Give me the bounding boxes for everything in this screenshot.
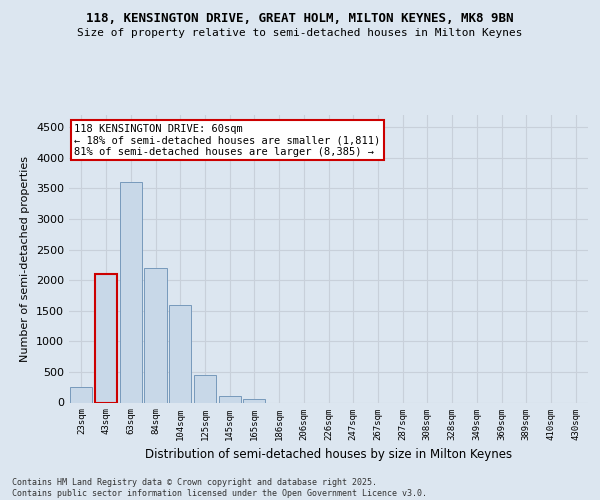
- Bar: [145, 268, 167, 402]
- Bar: [194, 375, 216, 402]
- Bar: [243, 399, 265, 402]
- Y-axis label: Number of semi-detached properties: Number of semi-detached properties: [20, 156, 31, 362]
- Bar: [119, 182, 142, 402]
- Bar: [70, 387, 92, 402]
- Bar: [95, 274, 117, 402]
- Text: Contains HM Land Registry data © Crown copyright and database right 2025.
Contai: Contains HM Land Registry data © Crown c…: [12, 478, 427, 498]
- Text: Size of property relative to semi-detached houses in Milton Keynes: Size of property relative to semi-detach…: [77, 28, 523, 38]
- Bar: [218, 396, 241, 402]
- X-axis label: Distribution of semi-detached houses by size in Milton Keynes: Distribution of semi-detached houses by …: [145, 448, 512, 461]
- Text: 118 KENSINGTON DRIVE: 60sqm
← 18% of semi-detached houses are smaller (1,811)
81: 118 KENSINGTON DRIVE: 60sqm ← 18% of sem…: [74, 124, 380, 157]
- Bar: [169, 304, 191, 402]
- Text: 118, KENSINGTON DRIVE, GREAT HOLM, MILTON KEYNES, MK8 9BN: 118, KENSINGTON DRIVE, GREAT HOLM, MILTO…: [86, 12, 514, 26]
